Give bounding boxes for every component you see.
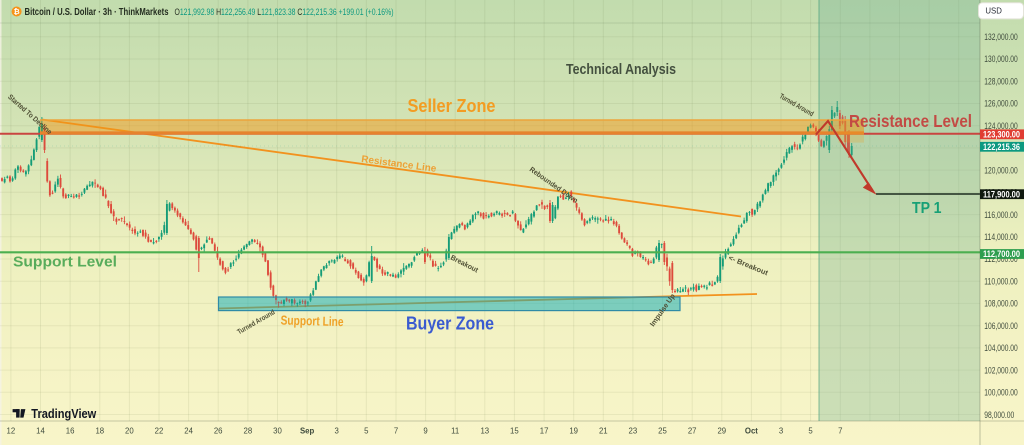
svg-text:16: 16: [66, 427, 75, 436]
svg-text:132,000.00: 132,000.00: [984, 32, 1017, 42]
svg-text:112,000.00: 112,000.00: [984, 254, 1017, 264]
svg-text:25: 25: [658, 427, 667, 436]
svg-text:26: 26: [214, 427, 223, 436]
svg-text:128,000.00: 128,000.00: [984, 76, 1017, 86]
svg-text:28: 28: [244, 427, 253, 436]
svg-text:100,000.00: 100,000.00: [984, 388, 1017, 398]
svg-text:TP 1: TP 1: [912, 200, 942, 217]
svg-text:3: 3: [779, 427, 783, 436]
svg-text:3: 3: [335, 427, 339, 436]
svg-text:22: 22: [155, 427, 164, 436]
svg-text:Support Level: Support Level: [13, 255, 117, 271]
svg-text:Bitcoin / U.S. Dollar · 3h · T: Bitcoin / U.S. Dollar · 3h · ThinkMarket…: [25, 7, 169, 18]
svg-text:19: 19: [569, 427, 578, 436]
svg-text:15: 15: [510, 427, 519, 436]
svg-text:5: 5: [808, 427, 813, 436]
svg-text:106,000.00: 106,000.00: [984, 321, 1017, 331]
svg-text:123,300.00: 123,300.00: [983, 130, 1020, 140]
svg-text:110,000.00: 110,000.00: [984, 277, 1017, 287]
svg-text:108,000.00: 108,000.00: [984, 299, 1017, 309]
svg-text:130,000.00: 130,000.00: [984, 54, 1017, 64]
svg-text:Seller Zone: Seller Zone: [408, 96, 496, 116]
svg-text:7: 7: [394, 427, 398, 436]
svg-text:12: 12: [7, 427, 16, 436]
svg-text:Support Line: Support Line: [280, 313, 343, 330]
svg-text:Sep: Sep: [300, 427, 315, 436]
svg-text:7: 7: [838, 427, 842, 436]
svg-text:9: 9: [423, 427, 427, 436]
svg-text:TradingView: TradingView: [31, 406, 96, 421]
svg-text:23: 23: [629, 427, 638, 436]
svg-text:20: 20: [125, 427, 134, 436]
svg-text:27: 27: [688, 427, 697, 436]
svg-text:29: 29: [717, 427, 726, 436]
svg-text:O121,992.98 H122,256.49 L121,8: O121,992.98 H122,256.49 L121,823.38 C122…: [175, 6, 394, 17]
svg-text:11: 11: [451, 427, 459, 436]
svg-text:114,000.00: 114,000.00: [984, 232, 1017, 242]
svg-text:30: 30: [273, 427, 282, 436]
svg-text:USD: USD: [985, 7, 1002, 16]
svg-text:112,700.00: 112,700.00: [983, 249, 1020, 259]
svg-text:98,000.00: 98,000.00: [984, 410, 1014, 420]
svg-text:124,000.00: 124,000.00: [984, 121, 1017, 131]
svg-text:Buyer Zone: Buyer Zone: [406, 313, 494, 334]
svg-text:116,000.00: 116,000.00: [984, 210, 1017, 220]
svg-text:120,000.00: 120,000.00: [984, 165, 1017, 175]
svg-text:Technical Analysis: Technical Analysis: [566, 62, 676, 78]
svg-text:Resistance Level: Resistance Level: [849, 111, 972, 131]
svg-text:104,000.00: 104,000.00: [984, 343, 1017, 353]
svg-text:122,215.36: 122,215.36: [983, 142, 1020, 152]
svg-text:14: 14: [36, 427, 45, 436]
svg-text:17: 17: [540, 427, 549, 436]
svg-text:21: 21: [599, 427, 608, 436]
svg-text:24: 24: [184, 427, 193, 436]
svg-text:18: 18: [95, 427, 104, 436]
svg-text:₿: ₿: [14, 7, 20, 16]
svg-text:102,000.00: 102,000.00: [984, 365, 1017, 375]
svg-text:5: 5: [364, 427, 369, 436]
svg-text:117,900.00: 117,900.00: [983, 189, 1020, 199]
svg-text:126,000.00: 126,000.00: [984, 99, 1017, 109]
svg-text:13: 13: [480, 427, 489, 436]
svg-text:Oct: Oct: [745, 427, 758, 436]
